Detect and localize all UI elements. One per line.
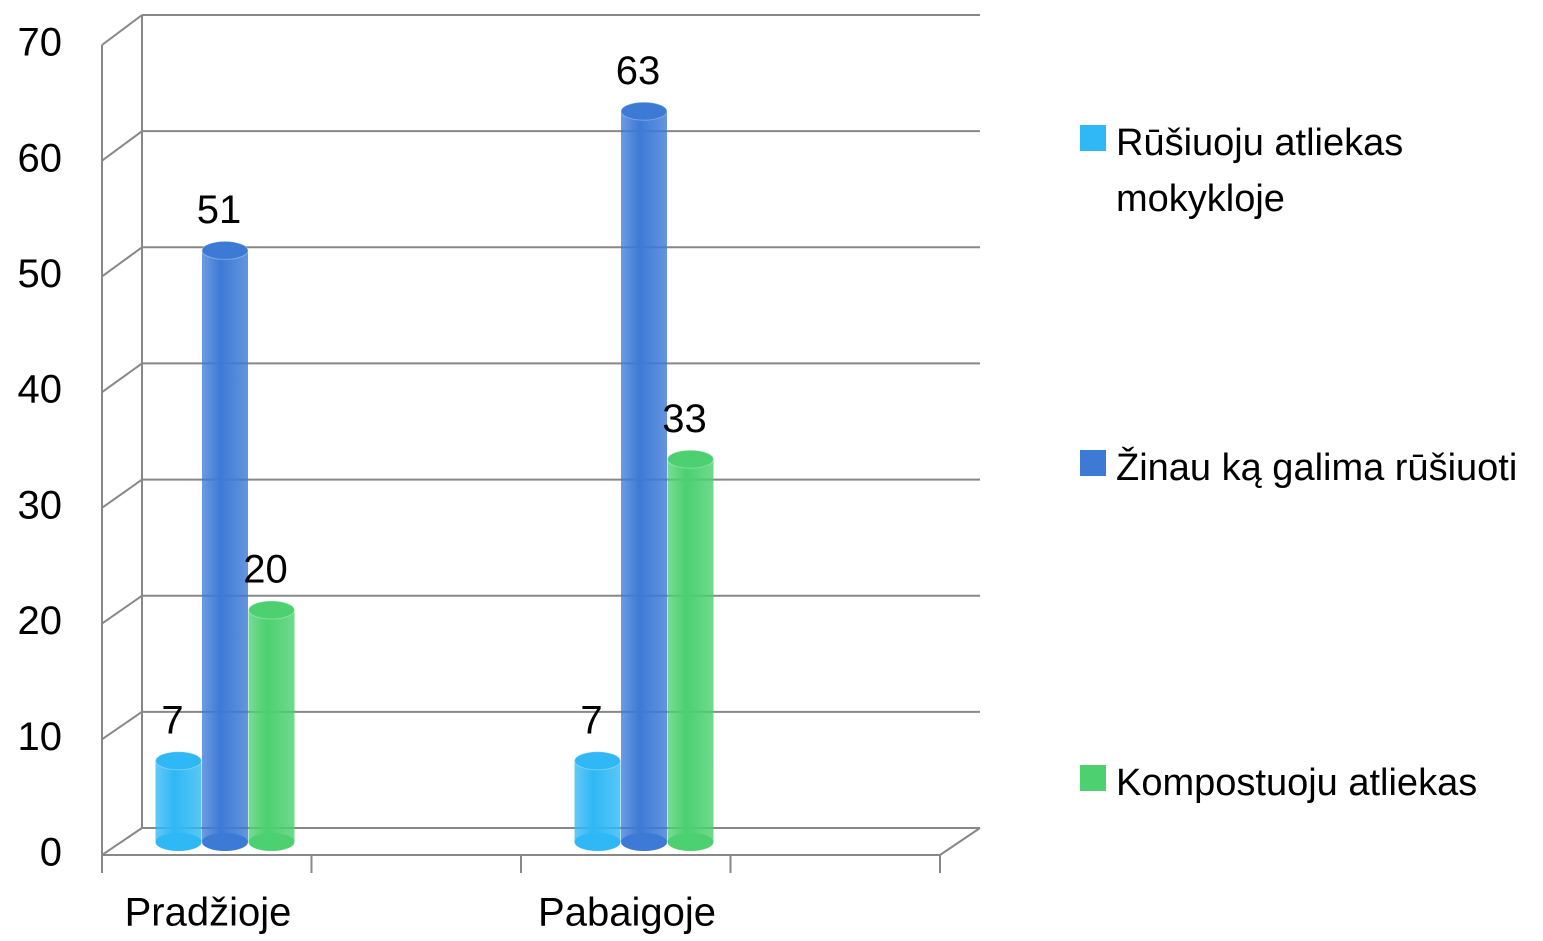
grid-line xyxy=(101,594,143,625)
legend-swatch xyxy=(1080,765,1106,791)
grid-line xyxy=(101,478,143,509)
data-label: 7 xyxy=(580,698,602,742)
bar xyxy=(202,250,248,842)
grid-line xyxy=(101,362,143,393)
data-label: 20 xyxy=(243,548,288,592)
y-tick-label: 0 xyxy=(40,831,62,875)
x-tick-label: Pabaigoje xyxy=(538,891,716,935)
grid-line xyxy=(101,130,143,162)
grid-line xyxy=(101,827,143,856)
legend-label: Žinau ką galima rūšiuoti xyxy=(1116,447,1518,489)
bar xyxy=(248,610,295,842)
grid-line xyxy=(101,14,143,46)
y-tick-label: 50 xyxy=(18,252,63,296)
data-label: 63 xyxy=(616,49,661,93)
bar xyxy=(155,760,202,842)
legend-label: Kompostuoju atliekas xyxy=(1116,762,1478,804)
bar-cap xyxy=(667,449,714,469)
legend-label: Rūšiuoju atliekas mokykloje xyxy=(1116,122,1404,220)
y-tick-label: 20 xyxy=(18,599,63,643)
legend-swatch xyxy=(1080,450,1106,476)
bar-cap xyxy=(620,101,668,121)
bar-cap xyxy=(201,240,249,260)
data-label: 33 xyxy=(662,397,707,441)
y-tick-label: 70 xyxy=(18,21,63,65)
data-label: 51 xyxy=(197,188,242,232)
bar-cap xyxy=(248,600,295,620)
grid-line xyxy=(101,711,143,741)
bar xyxy=(621,111,667,842)
x-tick-label: Pradžioje xyxy=(125,891,292,935)
legend-item: Rūšiuoju atliekas mokykloje xyxy=(1080,115,1536,227)
legend-item: Žinau ką galima rūšiuoti xyxy=(1080,440,1536,496)
legend-item: Kompostuoju atliekas xyxy=(1080,755,1536,811)
floor-edge xyxy=(939,827,981,856)
bar xyxy=(574,760,621,842)
y-tick-label: 10 xyxy=(18,715,63,759)
grid-line xyxy=(101,246,143,278)
bar-cap xyxy=(155,751,202,771)
data-label: 7 xyxy=(161,698,183,742)
y-tick-label: 40 xyxy=(18,368,63,412)
legend-swatch xyxy=(1080,125,1106,151)
bar xyxy=(667,459,714,842)
y-tick-label: 30 xyxy=(18,483,63,527)
y-tick-label: 60 xyxy=(18,136,63,180)
bar-cap xyxy=(574,751,621,771)
